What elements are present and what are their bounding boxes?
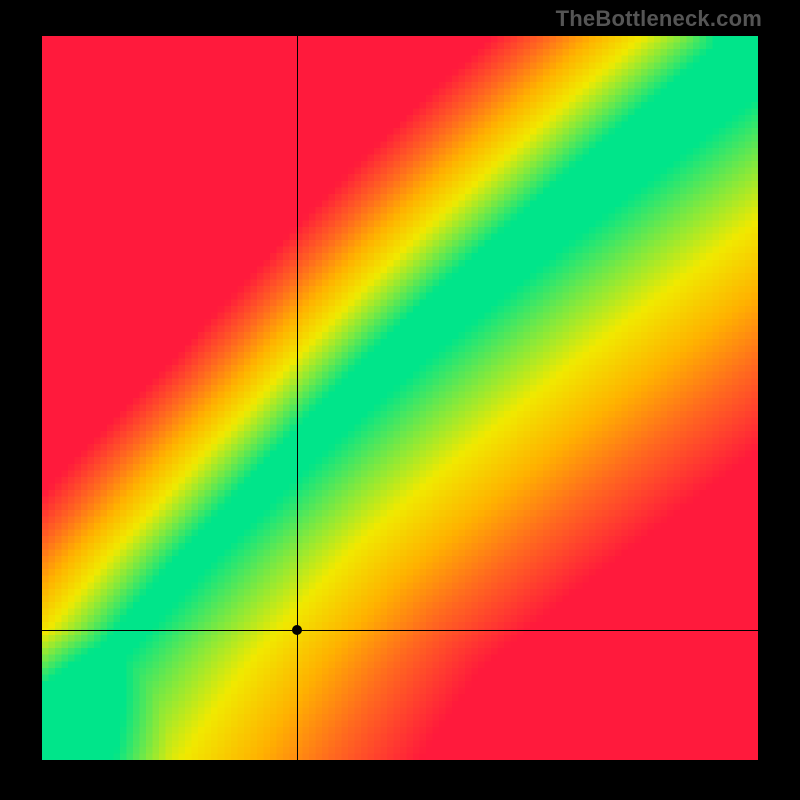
watermark-text: TheBottleneck.com bbox=[556, 6, 762, 32]
selected-point-marker bbox=[292, 625, 302, 635]
crosshair-vertical bbox=[297, 36, 298, 760]
crosshair-horizontal bbox=[42, 630, 758, 631]
heatmap-canvas bbox=[42, 36, 758, 760]
bottleneck-heatmap bbox=[42, 36, 758, 760]
